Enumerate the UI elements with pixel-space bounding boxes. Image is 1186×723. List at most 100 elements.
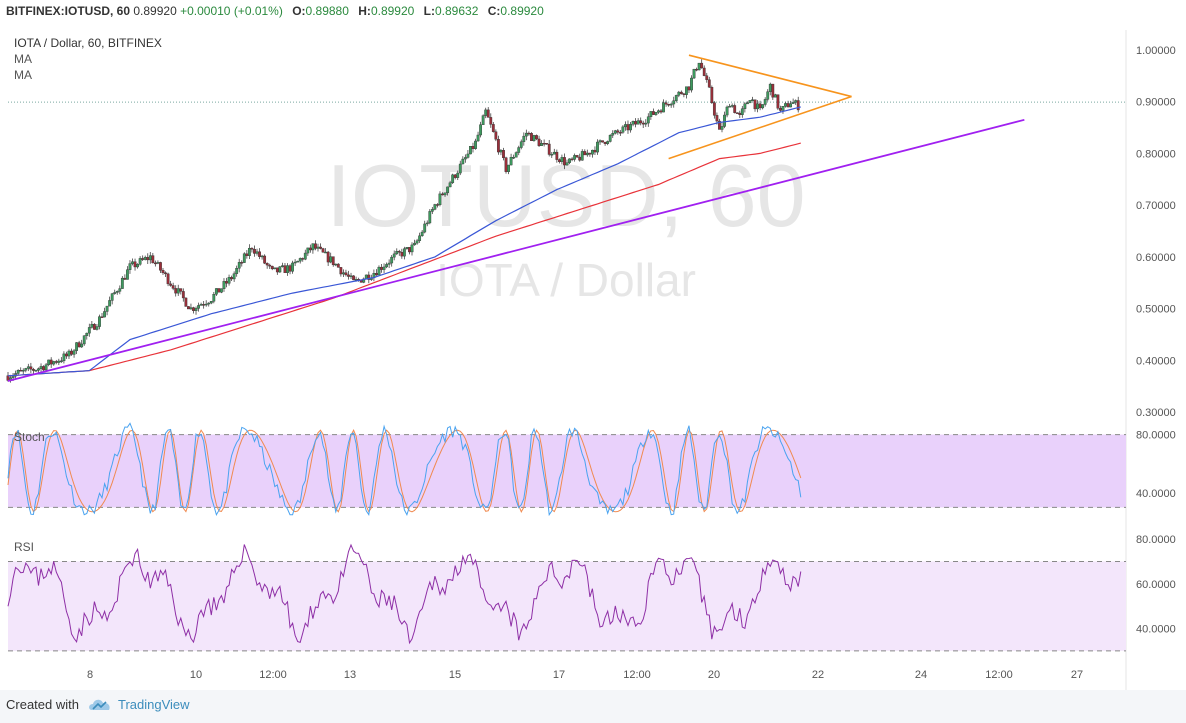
candle-body: [29, 366, 33, 370]
candle-body: [77, 342, 81, 348]
candle-body: [484, 109, 488, 116]
candle-body: [128, 263, 132, 270]
candle-body: [771, 83, 775, 98]
candle-body: [288, 265, 292, 272]
candle-body: [293, 261, 297, 264]
candle-body: [730, 105, 734, 107]
ma-slow-line: [7, 142, 801, 377]
candle-body: [242, 253, 246, 263]
candle-body: [634, 121, 638, 125]
candle-body: [563, 157, 566, 166]
candle-body: [105, 305, 109, 312]
candle-body: [390, 256, 394, 264]
candle-body: [458, 163, 462, 174]
price-axis[interactable]: 1.00000 0.90000 0.80000 0.70000 0.60000 0.500…: [1136, 45, 1176, 636]
candle-body: [591, 149, 594, 155]
candle-body: [453, 174, 457, 178]
candle-body: [21, 370, 25, 372]
support-trendline: [7, 118, 1025, 382]
chart-legend-title: IOTA / Dollar, 60, BITFINEX: [14, 36, 162, 50]
time-tick-label: 22: [812, 669, 824, 681]
candle-body: [433, 204, 437, 210]
candle-body: [382, 266, 386, 270]
candle-body: [502, 150, 505, 158]
candle-body: [662, 102, 665, 113]
candle-body: [479, 124, 483, 136]
watermark-name: IOTA / Dollar: [436, 254, 696, 306]
symbol-title[interactable]: BITFINEX:IOTUSD, 60: [6, 4, 131, 18]
tradingview-link[interactable]: TradingView: [118, 697, 190, 712]
candle-body: [349, 275, 353, 278]
price-tick-label: 0.60000: [1136, 252, 1176, 264]
candle-body: [667, 103, 671, 106]
candle-body: [400, 252, 404, 257]
price-chart[interactable]: IOTUSD, 60 IOTA / Dollar 1.00000 0.90000 0…: [0, 0, 1186, 690]
candle-body: [270, 265, 274, 270]
candle-body: [240, 262, 244, 264]
price-tick-label: 1.00000: [1136, 45, 1176, 57]
candle-body: [62, 353, 66, 362]
candle-body: [611, 133, 615, 136]
candle-body: [245, 253, 249, 256]
candle-body: [316, 246, 320, 249]
candle-body: [324, 251, 328, 254]
candle-body: [6, 375, 10, 381]
candle-body: [37, 368, 40, 371]
candle-body: [621, 126, 625, 133]
candle-body: [82, 335, 86, 345]
candle-body: [631, 121, 635, 125]
time-tick-label: 13: [344, 669, 356, 681]
watermark: IOTUSD, 60 IOTA / Dollar: [326, 146, 805, 306]
candle-body: [418, 235, 422, 241]
stoch-d-line: [7, 429, 802, 513]
candle-body: [654, 112, 658, 115]
time-tick-label: 15: [449, 669, 461, 681]
time-tick-label: 10: [190, 669, 202, 681]
candle-body: [194, 308, 198, 311]
candle-body: [613, 130, 617, 134]
indicator-panes: [7, 422, 1126, 652]
candle-body: [507, 164, 510, 172]
candle-body: [512, 156, 516, 159]
candle-body: [164, 272, 167, 275]
candle-body: [141, 258, 145, 260]
candle-body: [283, 265, 287, 273]
candle-body: [695, 68, 698, 71]
candle-body: [92, 323, 96, 330]
candle-body: [651, 111, 655, 115]
price-tick-label: 0.30000: [1136, 407, 1176, 419]
candle-body: [344, 272, 348, 276]
candle-body: [476, 134, 480, 142]
candle-body: [24, 368, 28, 371]
candle-body: [578, 156, 582, 161]
candle-body: [32, 369, 35, 371]
candle-body: [319, 246, 322, 249]
candle-body: [281, 265, 284, 267]
candle-body: [329, 256, 333, 263]
candle-body: [209, 301, 213, 304]
time-axis[interactable]: 8 10 12:00 13 15 17 12:00 20 22 24 12:00 27: [87, 669, 1083, 681]
candle-body: [352, 275, 355, 281]
candle-body: [311, 243, 315, 251]
candle-body: [87, 327, 91, 334]
candle-body: [199, 304, 203, 306]
candle-body: [504, 157, 508, 172]
candle-body: [410, 244, 414, 253]
candle-body: [232, 273, 236, 280]
candle-body: [768, 83, 772, 92]
candle-body: [748, 100, 752, 104]
candle-body: [540, 143, 543, 146]
candle-body: [494, 131, 498, 140]
legend-ma-fast: MA: [14, 52, 32, 66]
candle-body: [606, 141, 610, 144]
candle-body: [220, 288, 223, 293]
candle-body: [392, 253, 396, 258]
candle-body: [746, 102, 749, 105]
candle-body: [113, 292, 117, 294]
candle-body: [751, 99, 754, 101]
candle-body: [75, 342, 79, 351]
candle-body: [176, 288, 180, 294]
candle-body: [758, 103, 762, 109]
rsi-tick-label: 80.0000: [1136, 534, 1176, 546]
candle-body: [532, 135, 536, 141]
